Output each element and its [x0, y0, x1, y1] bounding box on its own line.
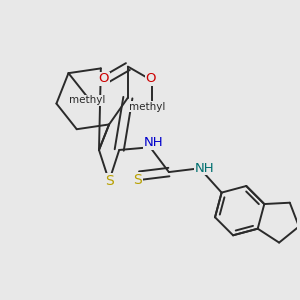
Text: NH: NH	[144, 136, 163, 149]
Text: O: O	[98, 72, 109, 86]
Text: methyl: methyl	[69, 95, 105, 105]
Text: NH: NH	[195, 162, 214, 175]
Text: O: O	[145, 72, 156, 86]
Text: S: S	[134, 172, 142, 187]
Text: methyl: methyl	[129, 102, 165, 112]
Text: S: S	[105, 174, 113, 188]
